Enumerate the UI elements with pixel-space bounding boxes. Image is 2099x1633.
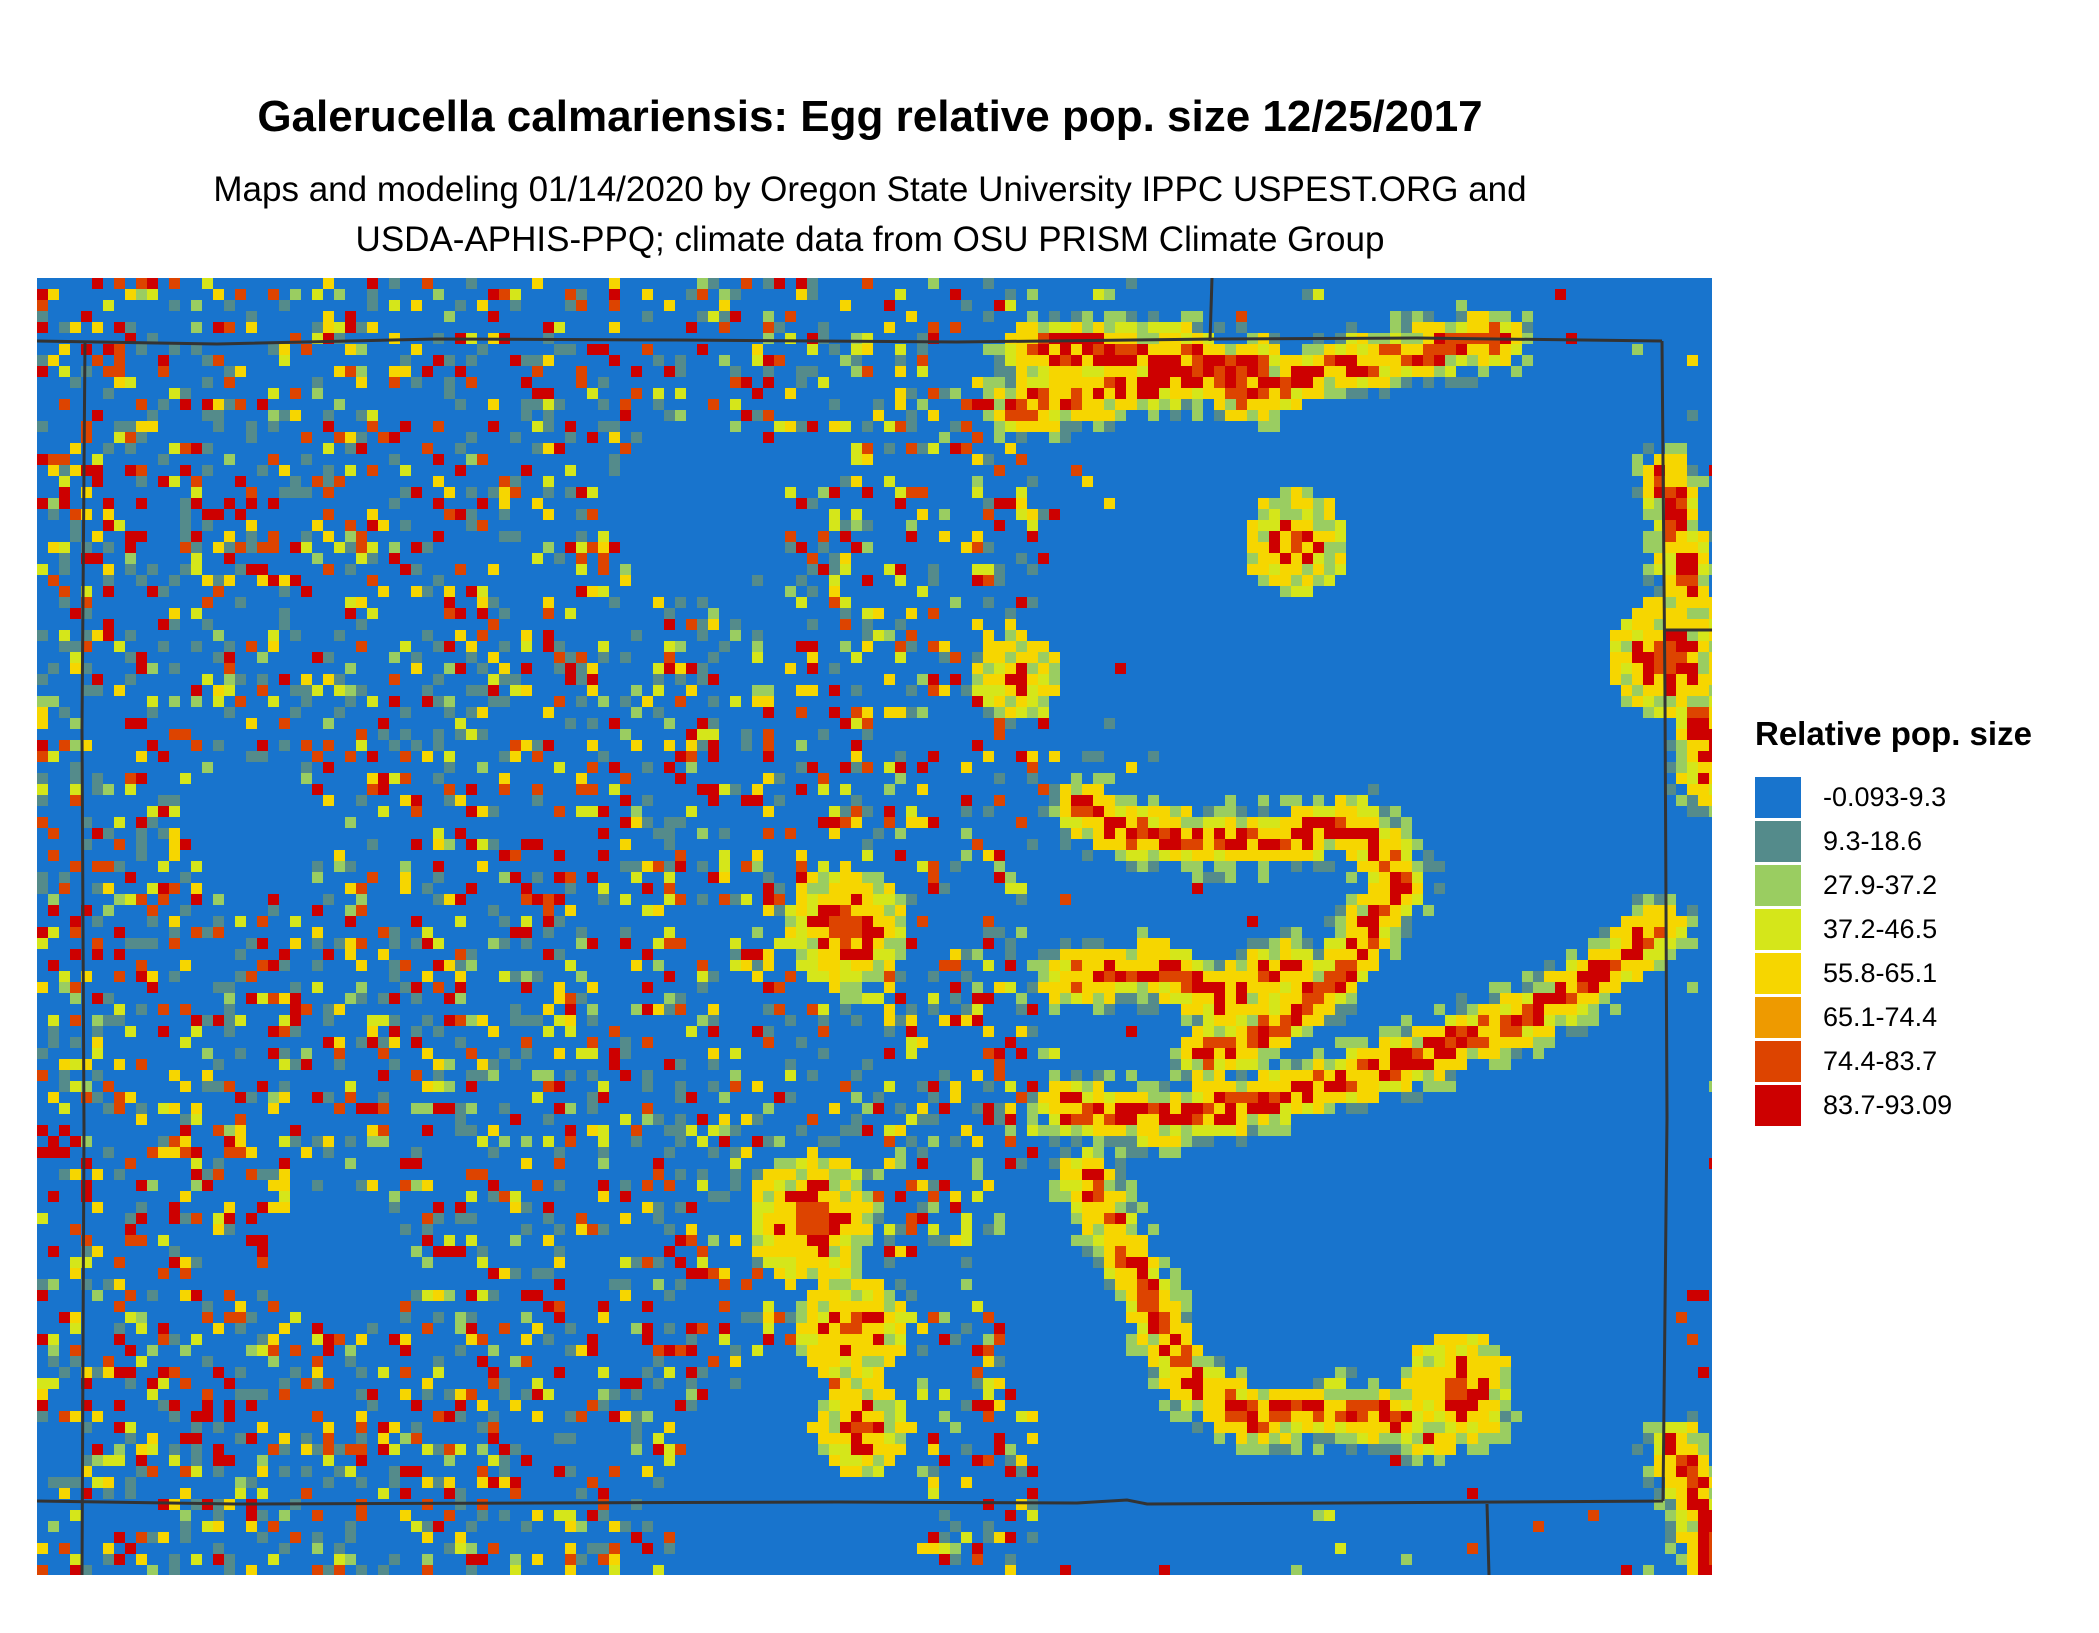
legend-swatch: [1755, 821, 1801, 862]
legend: Relative pop. size -0.093-9.3 9.3-18.6 27.…: [1755, 715, 2085, 1129]
legend-item: 55.8-65.1: [1755, 953, 2085, 994]
legend-label: 74.4-83.7: [1823, 1046, 1938, 1076]
map-subtitle-line-2: USDA-APHIS-PPQ; climate data from OSU PR…: [355, 220, 1385, 259]
legend-item: 65.1-74.4: [1755, 997, 2085, 1038]
state-border-east: [1660, 340, 1669, 1502]
state-border-north: [37, 336, 1663, 346]
legend-swatch: [1755, 909, 1801, 950]
legend-item: 9.3-18.6: [1755, 821, 2085, 862]
map-subtitle-line-1: Maps and modeling 01/14/2020 by Oregon S…: [213, 170, 1527, 209]
legend-label: 65.1-74.4: [1823, 1002, 1938, 1032]
legend-swatch: [1755, 1041, 1801, 1082]
legend-swatch: [1755, 777, 1801, 818]
legend-label: -0.093-9.3: [1823, 782, 1947, 812]
legend-swatch: [1755, 1085, 1801, 1126]
legend-label: 37.2-46.5: [1823, 914, 1938, 944]
legend-label: 55.8-65.1: [1823, 958, 1938, 988]
legend-item: 83.7-93.09: [1755, 1085, 2085, 1126]
state-borders: [37, 278, 1712, 1575]
legend-items: -0.093-9.3 9.3-18.6 27.9-37.2 37.2-46.5 55.8…: [1755, 777, 2085, 1126]
legend-swatch: [1755, 865, 1801, 906]
legend-label: 9.3-18.6: [1823, 826, 1923, 856]
state-border-northeast-notch: [1208, 278, 1214, 342]
legend-item: -0.093-9.3: [1755, 777, 2085, 818]
state-border-west: [80, 340, 87, 1575]
map-title: Galerucella calmariensis: Egg relative p…: [257, 92, 1483, 141]
legend-title: Relative pop. size: [1755, 715, 2032, 752]
raster-map-svg: [37, 278, 1712, 1575]
state-border-southeast-notch: [1485, 1503, 1491, 1575]
legend-item: 74.4-83.7: [1755, 1041, 2085, 1082]
raster-map: [37, 278, 1712, 1575]
legend-swatch: [1755, 997, 1801, 1038]
legend-item: 37.2-46.5: [1755, 909, 2085, 950]
state-border-south: [37, 1498, 1664, 1506]
legend-item: 27.9-37.2: [1755, 865, 2085, 906]
legend-label: 83.7-93.09: [1823, 1090, 1953, 1120]
legend-swatch: [1755, 953, 1801, 994]
raster-cells: [37, 278, 1712, 1575]
legend-label: 27.9-37.2: [1823, 870, 1938, 900]
